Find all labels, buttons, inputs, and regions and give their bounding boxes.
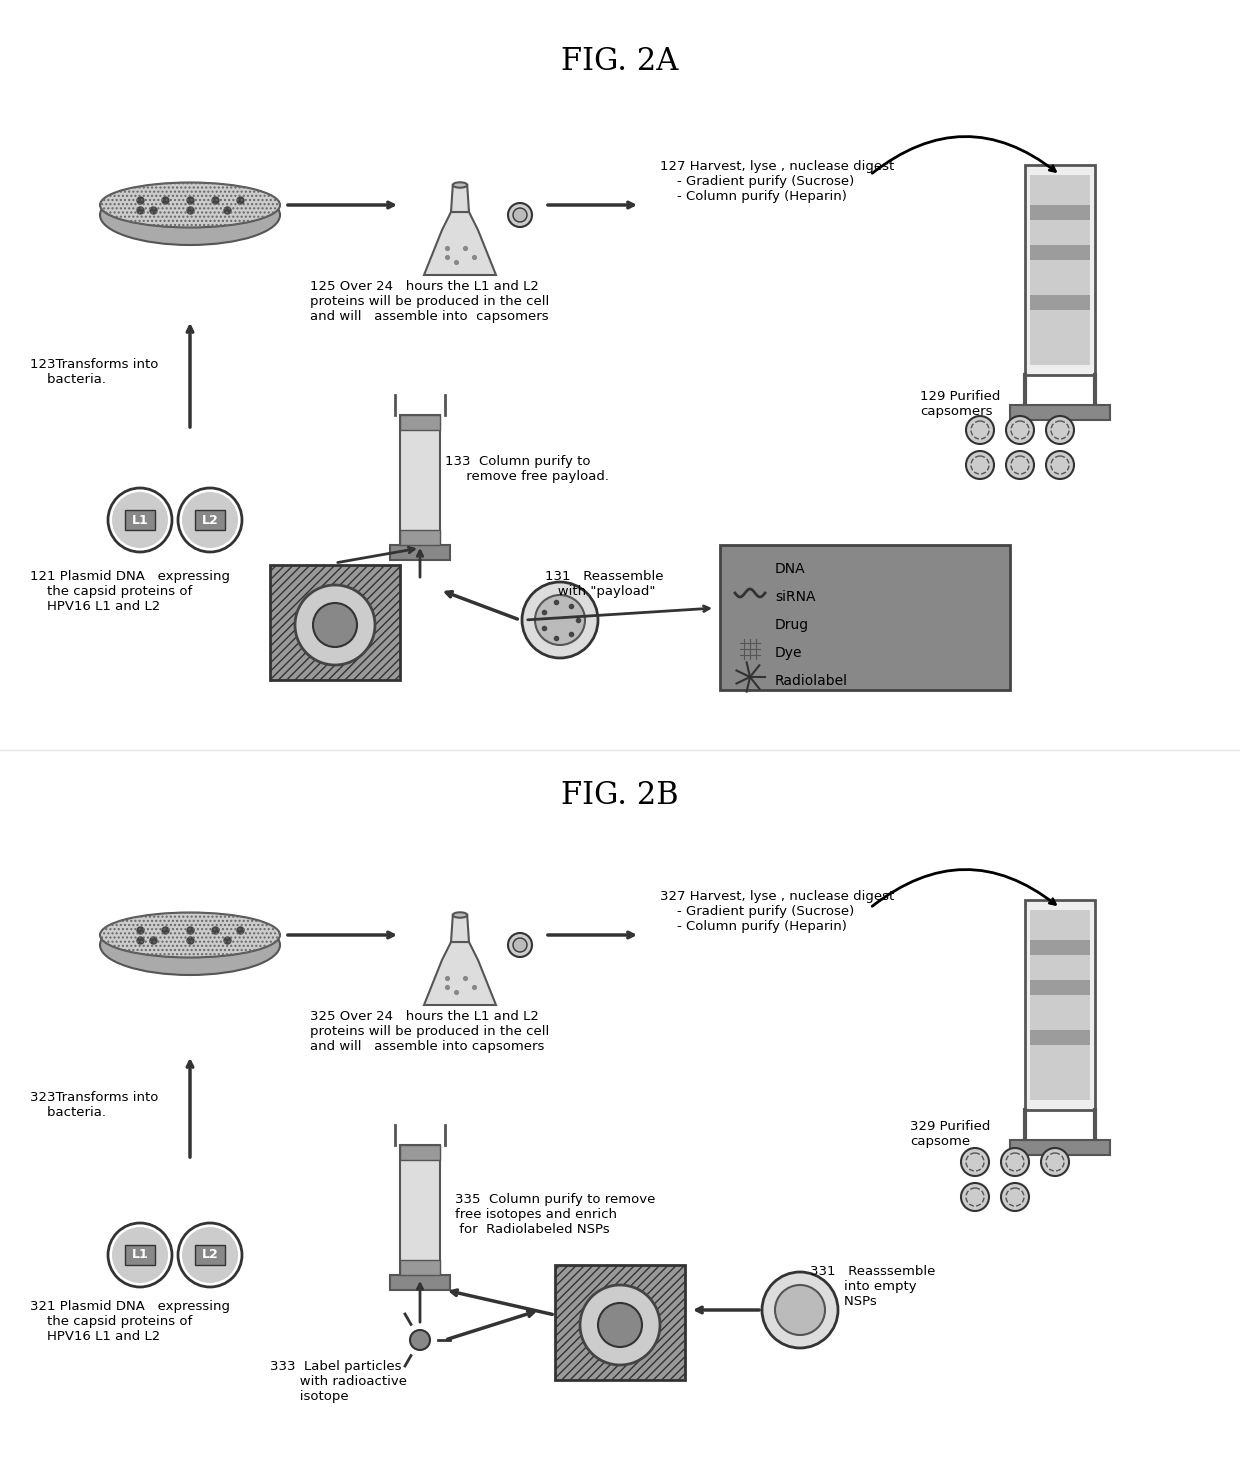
Circle shape (775, 1286, 825, 1336)
Circle shape (1042, 1148, 1069, 1176)
Circle shape (1001, 1148, 1029, 1176)
Bar (556, 1265, 684, 1380)
Circle shape (112, 493, 167, 548)
Text: 333  Label particles
       with radioactive
       isotope: 333 Label particles with radioactive iso… (270, 1360, 407, 1403)
Ellipse shape (100, 912, 280, 957)
Bar (1030, 245, 1090, 259)
Text: L2: L2 (202, 513, 218, 526)
Bar (401, 1145, 440, 1160)
Text: Drug: Drug (775, 619, 810, 632)
Circle shape (182, 493, 238, 548)
Bar (1011, 405, 1110, 419)
Ellipse shape (453, 182, 467, 188)
Ellipse shape (100, 185, 280, 245)
Circle shape (522, 582, 598, 658)
Circle shape (598, 1303, 642, 1347)
Text: 123Transforms into
    bacteria.: 123Transforms into bacteria. (30, 358, 159, 386)
Bar (125, 510, 155, 531)
Text: FIG. 2A: FIG. 2A (562, 47, 678, 78)
Bar (720, 545, 1011, 690)
Bar (401, 1145, 440, 1275)
Circle shape (182, 1227, 238, 1283)
Polygon shape (451, 185, 469, 213)
Circle shape (534, 595, 585, 645)
Text: L1: L1 (131, 1249, 149, 1262)
Bar (1030, 295, 1090, 309)
Circle shape (749, 620, 759, 630)
Circle shape (312, 603, 357, 647)
Text: 321 Plasmid DNA   expressing
    the capsid proteins of
    HPV16 L1 and L2: 321 Plasmid DNA expressing the capsid pr… (30, 1300, 229, 1343)
Bar (1011, 1141, 1110, 1155)
Bar (401, 531, 440, 545)
Bar (401, 415, 440, 430)
Ellipse shape (453, 912, 467, 918)
Circle shape (112, 1227, 167, 1283)
Circle shape (1001, 1183, 1029, 1211)
Bar (195, 1245, 224, 1265)
Ellipse shape (100, 182, 280, 227)
Circle shape (1047, 416, 1074, 444)
Text: 127 Harvest, lyse , nuclease digest
    - Gradient purify (Sucrose)
    - Column: 127 Harvest, lyse , nuclease digest - Gr… (660, 160, 894, 202)
Ellipse shape (100, 915, 280, 975)
Text: L1: L1 (131, 513, 149, 526)
Circle shape (410, 1330, 430, 1350)
Text: Dye: Dye (775, 647, 802, 660)
Text: 335  Column purify to remove
free isotopes and enrich
 for  Radiolabeled NSPs: 335 Column purify to remove free isotope… (455, 1193, 656, 1236)
Bar (125, 1245, 155, 1265)
Bar (391, 1275, 450, 1290)
Text: 133  Column purify to
     remove free payload.: 133 Column purify to remove free payload… (445, 454, 609, 482)
Text: 325 Over 24   hours the L1 and L2
proteins will be produced in the cell
and will: 325 Over 24 hours the L1 and L2 proteins… (310, 1010, 549, 1053)
Bar (401, 415, 440, 545)
Text: siRNA: siRNA (775, 589, 816, 604)
Circle shape (743, 670, 756, 685)
Circle shape (753, 610, 763, 620)
Text: 323Transforms into
    bacteria.: 323Transforms into bacteria. (30, 1091, 159, 1119)
Circle shape (513, 938, 527, 951)
Circle shape (1006, 452, 1034, 479)
Text: FIG. 2B: FIG. 2B (562, 780, 678, 811)
Text: 121 Plasmid DNA   expressing
    the capsid proteins of
    HPV16 L1 and L2: 121 Plasmid DNA expressing the capsid pr… (30, 570, 229, 613)
Circle shape (966, 452, 994, 479)
Text: Radiolabel: Radiolabel (775, 674, 848, 688)
Circle shape (1006, 416, 1034, 444)
Bar (270, 564, 401, 680)
Circle shape (1047, 452, 1074, 479)
Bar (1030, 940, 1090, 954)
Bar (195, 510, 224, 531)
Polygon shape (451, 915, 469, 943)
Circle shape (508, 932, 532, 957)
Text: DNA: DNA (775, 561, 806, 576)
Text: 331   Reasssemble
        into empty
        NSPs: 331 Reasssemble into empty NSPs (810, 1265, 935, 1308)
Text: 125 Over 24   hours the L1 and L2
proteins will be produced in the cell
and will: 125 Over 24 hours the L1 and L2 proteins… (310, 280, 549, 323)
Bar (1025, 900, 1095, 1110)
Bar (1030, 205, 1090, 220)
Polygon shape (424, 213, 496, 276)
Circle shape (295, 585, 374, 666)
Polygon shape (424, 943, 496, 1006)
Text: 329 Purified
capsome: 329 Purified capsome (910, 1120, 991, 1148)
Circle shape (763, 1272, 838, 1349)
Circle shape (737, 610, 746, 620)
Text: 327 Harvest, lyse , nuclease digest
    - Gradient purify (Sucrose)
    - Column: 327 Harvest, lyse , nuclease digest - Gr… (660, 890, 894, 932)
Circle shape (508, 202, 532, 227)
Circle shape (961, 1148, 990, 1176)
Circle shape (961, 1183, 990, 1211)
Text: 129 Purified
capsomers: 129 Purified capsomers (920, 390, 1001, 418)
Circle shape (966, 416, 994, 444)
Bar (1030, 174, 1090, 365)
Text: 131   Reassemble
   with "payload": 131 Reassemble with "payload" (546, 570, 663, 598)
Bar (1025, 166, 1095, 375)
Bar (1030, 979, 1090, 995)
Circle shape (580, 1286, 660, 1365)
Bar (401, 1259, 440, 1275)
Bar (391, 545, 450, 560)
Circle shape (745, 610, 755, 620)
Circle shape (742, 620, 751, 630)
Text: L2: L2 (202, 1249, 218, 1262)
Circle shape (513, 208, 527, 221)
Bar (1030, 1031, 1090, 1045)
Circle shape (738, 638, 763, 661)
Bar (1030, 910, 1090, 1100)
